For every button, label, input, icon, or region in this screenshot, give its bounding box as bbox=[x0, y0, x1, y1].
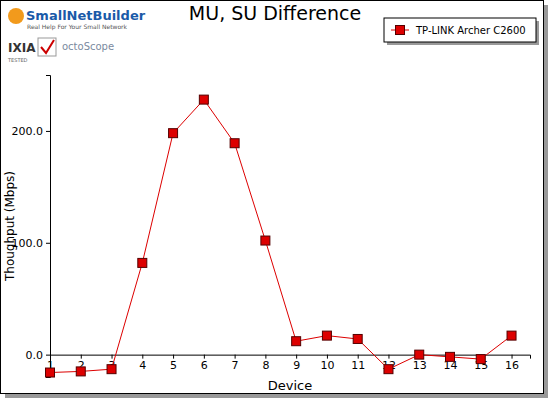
x-tick bbox=[173, 355, 174, 359]
logo-icon bbox=[8, 8, 24, 24]
annotation: IXIA bbox=[8, 41, 36, 55]
y-tick-label: 200.0 bbox=[12, 125, 44, 138]
marker bbox=[261, 236, 270, 245]
plot: 0.0100.0200.012345678910111213141516 bbox=[12, 76, 531, 378]
title: MU, SU Difference bbox=[189, 2, 361, 24]
chart: SmallNetBuilderReal Help For Your Small … bbox=[0, 0, 550, 400]
legend-box bbox=[384, 18, 536, 42]
x-axis-line bbox=[51, 355, 531, 359]
x-tick bbox=[327, 355, 328, 359]
y-tick-group: 200.0 bbox=[12, 125, 51, 138]
marker bbox=[199, 95, 208, 104]
x-tick-group: 15 bbox=[474, 355, 488, 373]
y-tick-group: 100.0 bbox=[12, 237, 51, 250]
x-tick-label: 8 bbox=[262, 359, 269, 372]
x-tick-group: 8 bbox=[262, 355, 269, 373]
marker bbox=[446, 352, 455, 361]
x-tick-label: 7 bbox=[232, 359, 239, 372]
x-tick bbox=[358, 355, 359, 359]
y-axis-line bbox=[46, 76, 51, 378]
x-tick bbox=[388, 355, 389, 359]
x-tick-group: 11 bbox=[351, 355, 365, 373]
y-axis-title: Thoughput (Mbps) bbox=[3, 171, 17, 282]
x-tick-group: 7 bbox=[232, 355, 239, 373]
marker bbox=[292, 337, 301, 346]
x-tick bbox=[235, 355, 236, 359]
legend: TP-LINK Archer C2600 bbox=[384, 18, 539, 45]
annotation: Real Help For Your Small Network bbox=[27, 23, 128, 31]
x-tick-group: 10 bbox=[320, 355, 334, 373]
legend-label: TP-LINK Archer C2600 bbox=[415, 25, 526, 36]
logo-check bbox=[41, 40, 54, 53]
x-tick-label: 5 bbox=[170, 359, 177, 372]
x-tick bbox=[112, 355, 113, 359]
marker bbox=[46, 368, 55, 377]
marker bbox=[353, 334, 362, 343]
x-tick-label: 13 bbox=[413, 359, 427, 372]
frame bbox=[1, 1, 544, 394]
marker bbox=[76, 367, 85, 376]
marker bbox=[230, 139, 239, 148]
marker bbox=[169, 129, 178, 138]
y-tick bbox=[46, 131, 50, 132]
x-tick-label: 9 bbox=[293, 359, 300, 372]
y-tick bbox=[46, 355, 50, 356]
marker bbox=[322, 331, 331, 340]
x-tick bbox=[204, 355, 205, 359]
y-tick bbox=[46, 243, 50, 244]
annotation: octoScope bbox=[62, 41, 114, 52]
legend-marker bbox=[396, 26, 405, 35]
marker bbox=[507, 331, 516, 340]
logo-box bbox=[38, 38, 56, 56]
x-tick-group: 16 bbox=[505, 355, 519, 373]
marker bbox=[138, 258, 147, 267]
series-group bbox=[46, 95, 517, 377]
y-tick-label: 0.0 bbox=[26, 349, 44, 362]
x-tick bbox=[296, 355, 297, 359]
x-tick bbox=[81, 355, 82, 359]
x-tick bbox=[512, 355, 513, 359]
marker bbox=[384, 365, 393, 374]
x-tick-group: 4 bbox=[139, 355, 146, 373]
x-tick-label: 6 bbox=[201, 359, 208, 372]
x-tick bbox=[265, 355, 266, 359]
marker bbox=[107, 365, 116, 374]
x-tick-group: 5 bbox=[170, 355, 177, 373]
y-axis: 0.0 100.0 200.0 bbox=[12, 76, 51, 378]
x-tick bbox=[142, 355, 143, 359]
marker bbox=[476, 355, 485, 364]
annotation: TESTED bbox=[7, 57, 28, 63]
x-tick-group: 9 bbox=[293, 355, 300, 373]
x-tick-label: 4 bbox=[139, 359, 146, 372]
annotation: SmallNetBuilder bbox=[26, 8, 146, 23]
x-tick-label: 16 bbox=[505, 359, 519, 372]
x-tick-label: 10 bbox=[320, 359, 334, 372]
x-axis-title: Device bbox=[268, 378, 312, 393]
x-tick-label: 11 bbox=[351, 359, 365, 372]
series-line bbox=[50, 100, 512, 373]
x-tick bbox=[50, 355, 51, 359]
x-tick-group: 6 bbox=[201, 355, 208, 373]
marker bbox=[415, 350, 424, 359]
